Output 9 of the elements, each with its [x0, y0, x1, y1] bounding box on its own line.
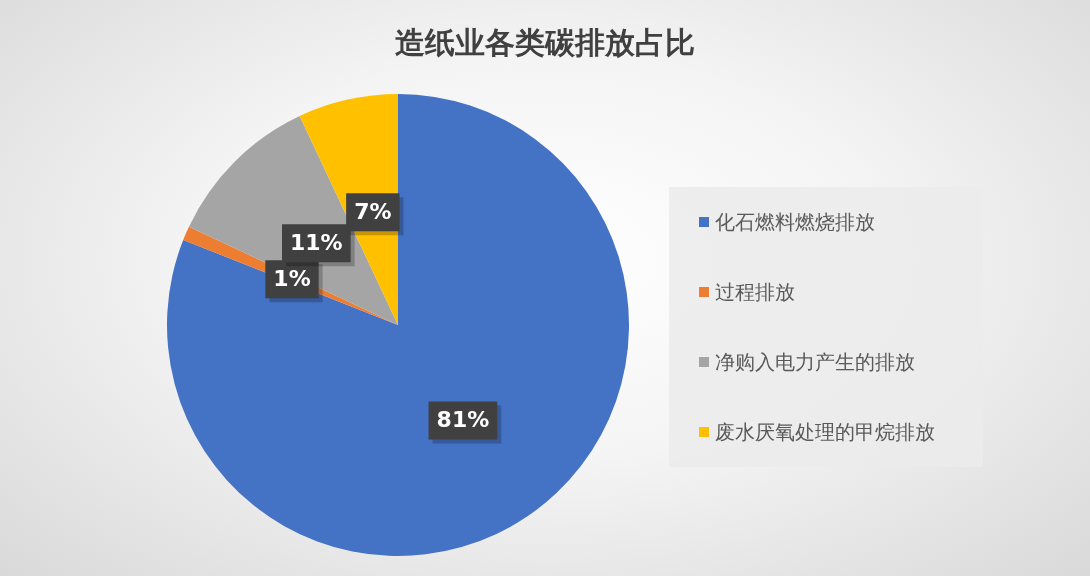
- legend-label: 废水厌氧处理的甲烷排放: [715, 418, 935, 446]
- legend-label: 净购入电力产生的排放: [715, 348, 915, 376]
- data-label: 7%: [354, 199, 392, 224]
- data-label: 81%: [436, 407, 490, 433]
- data-label: 1%: [273, 265, 311, 291]
- data-label: 11%: [289, 230, 343, 256]
- chart-title: 造纸业各类碳排放占比: [394, 24, 696, 62]
- legend-label: 过程排放: [715, 278, 795, 306]
- legend-label: 化石燃料燃烧排放: [715, 208, 875, 236]
